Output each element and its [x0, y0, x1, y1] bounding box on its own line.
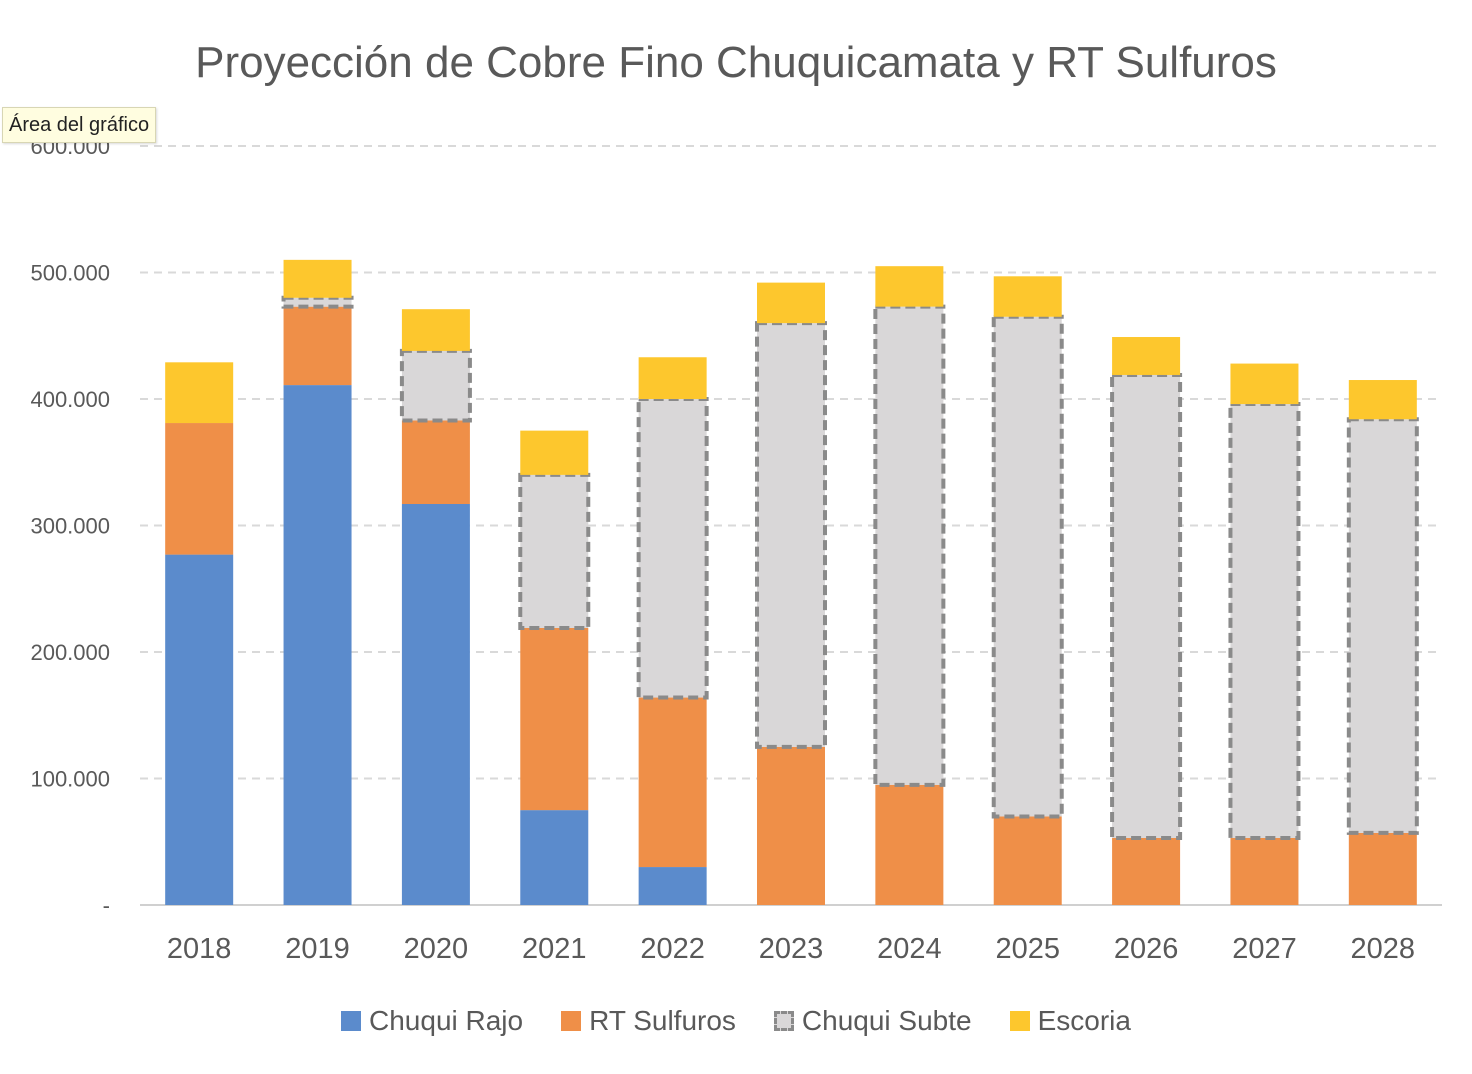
x-axis-tick-labels: 2018 2019 2020 2021 2022 2023 2024 2025 2026 2027… — [167, 933, 1415, 965]
y-tick-label: 100.000 — [30, 767, 110, 792]
x-tick-label: 2018 — [167, 933, 232, 965]
y-tick-label: 200.000 — [30, 640, 110, 665]
x-tick-label: 2024 — [877, 933, 942, 965]
bar-escoria-2023[interactable] — [757, 282, 825, 324]
bar-chuqui-subte-2026[interactable] — [1110, 372, 1183, 840]
legend-swatch-rt-sulfuros — [561, 1011, 582, 1031]
legend-item-chuqui-rajo[interactable]: Chuqui Rajo — [341, 1005, 523, 1037]
legend-swatch-chuqui-subte — [773, 1011, 794, 1031]
x-tick-label: 2027 — [1232, 933, 1297, 965]
legend-label: Chuqui Subte — [801, 1005, 972, 1036]
bar-escoria-2028[interactable] — [1348, 380, 1417, 420]
legend-item-escoria[interactable]: Escoria — [1009, 1005, 1131, 1037]
bar-chuqui-subte-2022[interactable] — [636, 397, 709, 700]
bar-escoria-2022[interactable] — [638, 357, 707, 399]
x-tick-label: 2026 — [1114, 933, 1179, 965]
bar-chuqui-subte-2025[interactable] — [991, 314, 1064, 819]
bar-escoria-2020[interactable] — [401, 309, 470, 351]
bar-chuqui-subte-2020[interactable] — [399, 348, 472, 423]
legend-label: Escoria — [1037, 1005, 1131, 1036]
bar-chuqui-rajo-2022[interactable] — [638, 867, 707, 905]
legend-item-rt-sulfuros[interactable]: RT Sulfuros — [561, 1005, 736, 1037]
y-tick-label: 500.000 — [30, 261, 110, 286]
legend-label: RT Sulfuros — [589, 1005, 736, 1036]
bars — [165, 259, 1419, 906]
bar-escoria-2021[interactable] — [520, 430, 589, 475]
bar-escoria-2018[interactable] — [165, 362, 234, 424]
bar-rt-sulfuros-2028[interactable] — [1348, 832, 1417, 905]
y-axis-tick-labels: -100.000200.000300.000400.000500.000600.… — [30, 134, 110, 918]
x-tick-label: 2028 — [1351, 933, 1416, 965]
x-tick-label: 2025 — [995, 933, 1060, 965]
bar-rt-sulfuros-2020[interactable] — [401, 420, 470, 504]
bar-rt-sulfuros-2027[interactable] — [1230, 837, 1299, 905]
y-tick-label: 300.000 — [30, 514, 110, 539]
y-tick-label: - — [103, 893, 110, 918]
bar-rt-sulfuros-2023[interactable] — [757, 746, 825, 905]
y-tick-label: 400.000 — [30, 387, 110, 412]
legend-item-chuqui-subte[interactable]: Chuqui Subte — [773, 1005, 972, 1037]
bar-rt-sulfuros-2018[interactable] — [165, 423, 234, 555]
bar-chuqui-subte-2019[interactable] — [281, 295, 354, 309]
bar-escoria-2027[interactable] — [1230, 363, 1299, 405]
bar-escoria-2024[interactable] — [875, 266, 944, 307]
bar-rt-sulfuros-2022[interactable] — [638, 697, 707, 868]
legend: Chuqui Rajo RT Sulfuros Chuqui Subte Esc… — [0, 1005, 1472, 1037]
legend-swatch-chuqui-rajo — [341, 1011, 361, 1031]
chart-area-tooltip: Área del gráfico — [2, 107, 157, 143]
bar-rt-sulfuros-2025[interactable] — [993, 816, 1062, 905]
bar-rt-sulfuros-2026[interactable] — [1112, 837, 1181, 905]
bar-chuqui-rajo-2019[interactable] — [283, 385, 352, 906]
bar-chuqui-subte-2024[interactable] — [873, 304, 946, 787]
bar-chuqui-rajo-2018[interactable] — [165, 554, 234, 905]
bar-chuqui-subte-2021[interactable] — [518, 472, 591, 630]
x-tick-label: 2019 — [285, 933, 350, 965]
legend-swatch-escoria — [1009, 1011, 1030, 1031]
bar-chuqui-subte-2027[interactable] — [1228, 402, 1301, 840]
x-tick-label: 2020 — [404, 933, 469, 965]
x-tick-label: 2021 — [522, 933, 587, 965]
legend-label: Chuqui Rajo — [369, 1005, 524, 1036]
bar-rt-sulfuros-2021[interactable] — [520, 627, 589, 811]
bar-chuqui-rajo-2020[interactable] — [401, 503, 470, 905]
bar-escoria-2026[interactable] — [1112, 337, 1181, 375]
bar-chuqui-subte-2023[interactable] — [755, 321, 827, 749]
x-tick-label: 2022 — [640, 933, 705, 965]
bar-rt-sulfuros-2024[interactable] — [875, 784, 944, 905]
bar-escoria-2025[interactable] — [993, 276, 1062, 317]
x-tick-label: 2023 — [759, 933, 824, 965]
bar-chuqui-rajo-2021[interactable] — [520, 810, 589, 905]
chart-title: Proyección de Cobre Fino Chuquicamata y … — [195, 38, 1277, 87]
bar-rt-sulfuros-2019[interactable] — [283, 306, 352, 386]
bar-escoria-2019[interactable] — [283, 259, 352, 298]
bar-chuqui-subte-2028[interactable] — [1346, 417, 1419, 835]
